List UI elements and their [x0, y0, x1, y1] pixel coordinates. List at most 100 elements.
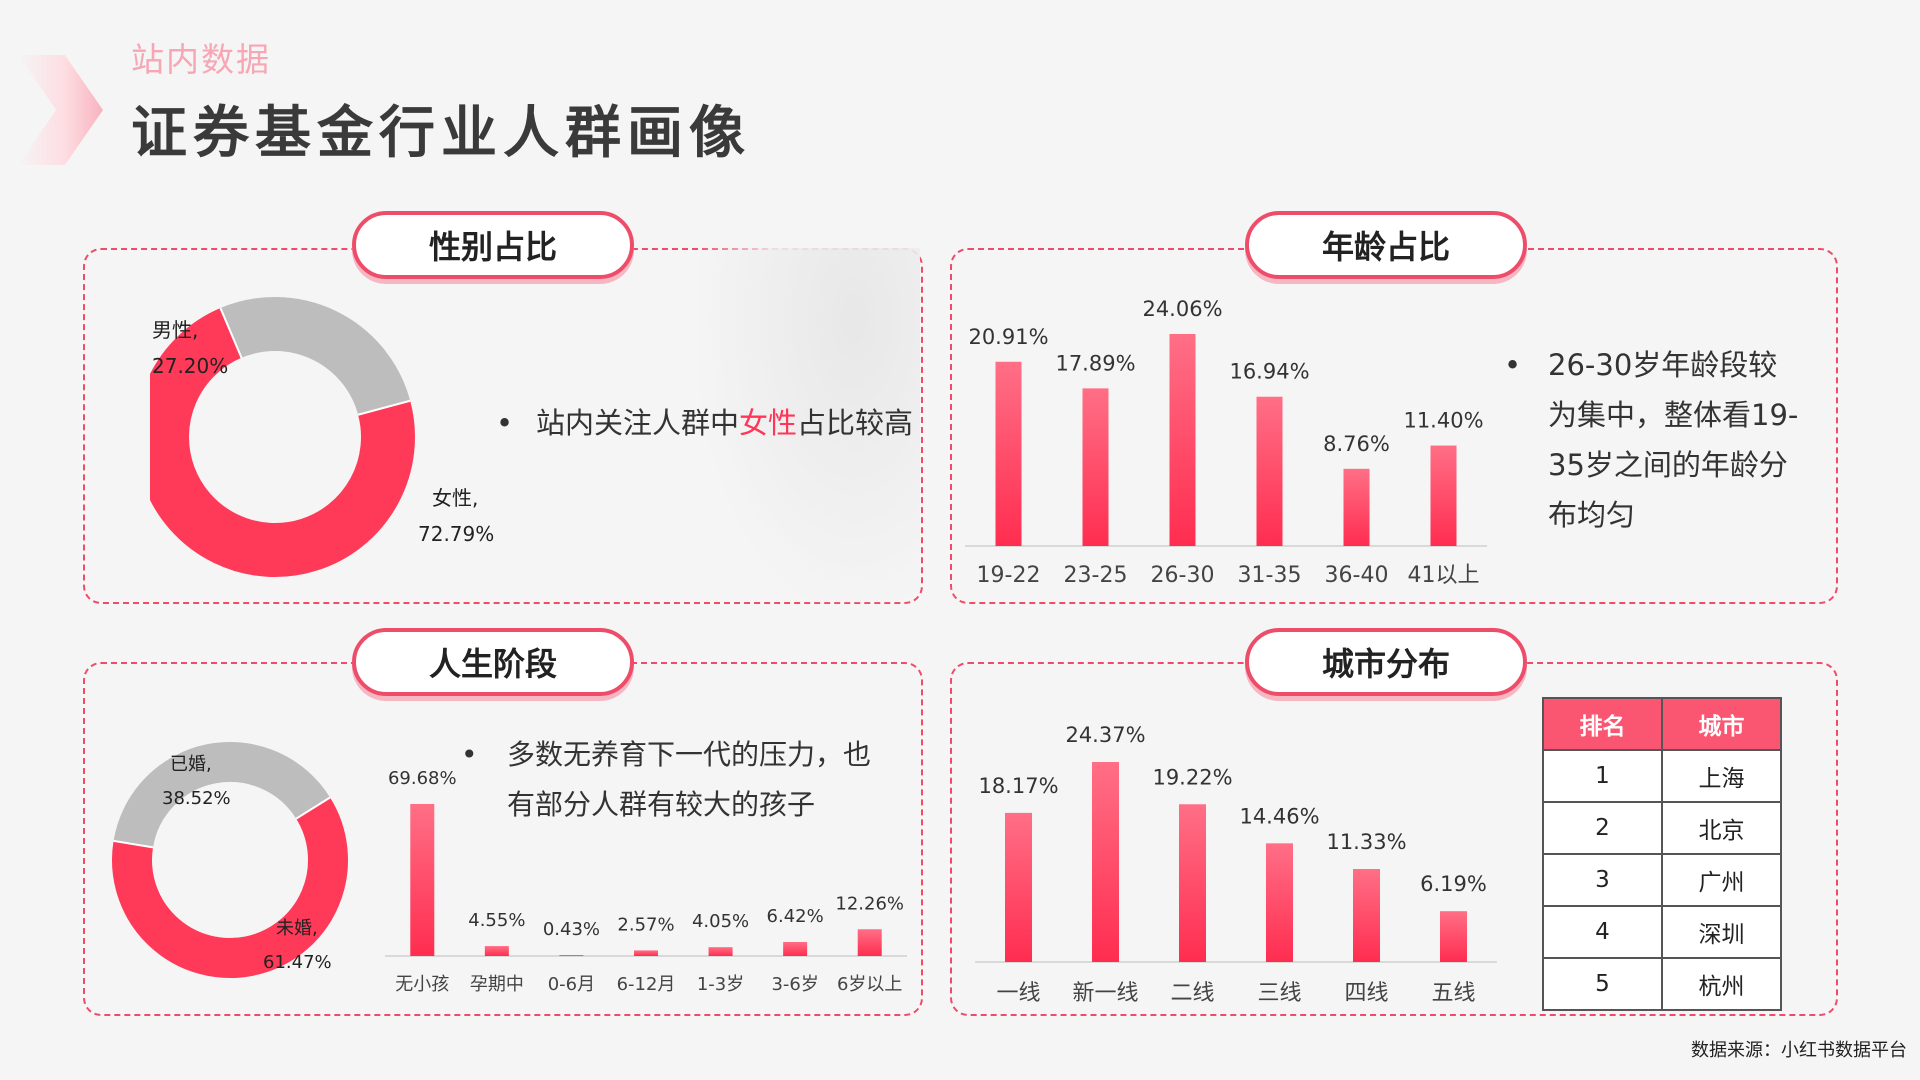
gender-slice-0 — [150, 308, 415, 577]
bullet-dot: • — [496, 406, 514, 440]
children-bar — [857, 929, 882, 956]
city-cell: 北京 — [1661, 801, 1782, 855]
children-value-label: 69.68% — [388, 768, 457, 789]
marital-slice-1 — [113, 742, 331, 848]
rank-cell: 5 — [1542, 957, 1663, 1011]
age-value-label: 8.76% — [1323, 432, 1390, 456]
age-bar — [1082, 388, 1109, 546]
age-bar — [1256, 396, 1283, 546]
marital-slice-separator — [113, 839, 154, 849]
table-row: 1 上海 — [1542, 749, 1782, 803]
children-value-label: 4.55% — [468, 910, 525, 931]
age-bar — [1430, 445, 1457, 546]
children-value-label: 0.43% — [543, 919, 600, 940]
gender-slice-1 — [220, 297, 411, 416]
gender-bullet: • 站内关注人群中女性占比较高 — [496, 398, 913, 448]
children-value-label: 4.05% — [692, 911, 749, 932]
city-value-label: 6.19% — [1420, 872, 1487, 896]
city-bar — [1440, 911, 1467, 962]
unmarried-category: 未婚 — [276, 918, 312, 939]
age-bar — [995, 361, 1022, 546]
table-header-rank: 排名 — [1542, 697, 1663, 751]
age-value-label: 11.40% — [1403, 409, 1483, 433]
table-header-row: 排名 城市 — [1542, 697, 1782, 751]
life-stage-panel-title: 人生阶段 — [352, 628, 634, 696]
city-bar — [1005, 812, 1032, 962]
city-value-label: 24.37% — [1065, 723, 1145, 747]
data-source-note: 数据来源：小红书数据平台 — [1691, 1040, 1907, 1061]
unmarried-value: 61.47% — [263, 952, 332, 973]
table-row: 4 深圳 — [1542, 905, 1782, 959]
city-cell: 深圳 — [1661, 905, 1782, 959]
chevron-decoration — [18, 55, 103, 165]
children-value-label: 2.57% — [617, 914, 674, 935]
city-category-label: 四线 — [1344, 981, 1388, 1006]
age-bar — [1169, 334, 1196, 546]
city-panel-title: 城市分布 — [1245, 628, 1527, 696]
age-bar-chart: 20.91% 19-22 17.89% 23-25 24.06% 26-30 16.94% 3… — [965, 297, 1487, 588]
children-bar — [559, 955, 584, 956]
bullet-dot: • — [461, 738, 478, 771]
children-category-label: 无小孩 — [395, 974, 449, 995]
city-category-label: 三线 — [1257, 981, 1301, 1006]
city-cell: 广州 — [1661, 853, 1782, 907]
city-value-label: 18.17% — [978, 774, 1058, 798]
city-bar — [1092, 762, 1119, 962]
children-category-label: 孕期中 — [470, 974, 524, 995]
age-bullet: • 26-30岁年龄段较 为集中，整体看19- 35岁之间的年龄分 布均匀 — [1504, 340, 1798, 540]
children-category-label: 3-6岁 — [771, 974, 818, 995]
age-category-label: 31-35 — [1238, 563, 1302, 588]
bullet-dot: • — [1504, 348, 1522, 382]
married-value: 38.52% — [162, 788, 231, 809]
age-category-label: 41以上 — [1408, 563, 1480, 588]
marital-slice-0 — [112, 797, 348, 978]
city-category-label: 二线 — [1170, 981, 1214, 1006]
city-cell: 杭州 — [1661, 957, 1782, 1011]
age-panel-title: 年龄占比 — [1245, 211, 1527, 279]
gender-slice-separator — [357, 399, 411, 416]
children-category-label: 1-3岁 — [697, 974, 744, 995]
table-row: 2 北京 — [1542, 801, 1782, 855]
gender-panel-title: 性别占比 — [352, 211, 634, 279]
gender-female-category: 女性 — [432, 486, 472, 510]
table-row: 3 广州 — [1542, 853, 1782, 907]
children-value-label: 6.42% — [767, 906, 824, 927]
gender-male-category: 男性 — [152, 318, 192, 342]
rank-cell: 2 — [1542, 801, 1663, 855]
city-value-label: 19.22% — [1152, 765, 1232, 789]
city-category-label: 新一线 — [1072, 981, 1138, 1006]
unmarried-label: 未婚, 61.47% — [263, 912, 332, 980]
city-cell: 上海 — [1661, 749, 1782, 803]
age-bar — [1343, 468, 1370, 546]
page-title: 证券基金行业人群画像 — [131, 101, 751, 166]
life-stage-bullet: • 多数无养育下一代的压力，也 有部分人群有较大的孩子 — [461, 730, 871, 830]
rank-cell: 1 — [1542, 749, 1663, 803]
woman-silhouette-image — [700, 248, 920, 603]
city-bar — [1353, 869, 1380, 962]
marital-donut-chart — [112, 742, 348, 978]
children-category-label: 0-6月 — [548, 974, 595, 995]
table-row: 5 杭州 — [1542, 957, 1782, 1011]
city-bar-chart: 18.17% 一线 24.37% 新一线 19.22% 二线 14.46% 三线 11.33% 四… — [975, 723, 1497, 1006]
city-category-label: 一线 — [996, 981, 1040, 1006]
city-category-label: 五线 — [1431, 981, 1475, 1006]
table-header-city: 城市 — [1661, 697, 1782, 751]
age-category-label: 26-30 — [1151, 563, 1215, 588]
rank-cell: 3 — [1542, 853, 1663, 907]
gender-male-value: 27.20% — [152, 354, 229, 378]
children-category-label: 6-12月 — [617, 974, 676, 995]
children-bar — [484, 946, 509, 956]
rank-cell: 4 — [1542, 905, 1663, 959]
gender-female-value: 72.79% — [418, 522, 495, 546]
age-category-label: 23-25 — [1064, 563, 1128, 588]
city-bar — [1266, 843, 1293, 962]
children-bar — [783, 941, 808, 956]
children-bar — [708, 947, 733, 956]
children-value-label: 12.26% — [835, 893, 904, 914]
age-value-label: 17.89% — [1055, 351, 1135, 375]
married-label: 已婚, 38.52% — [162, 748, 231, 816]
city-value-label: 14.46% — [1239, 804, 1319, 828]
age-category-label: 36-40 — [1325, 563, 1389, 588]
gender-donut-chart — [150, 297, 415, 577]
age-value-label: 20.91% — [968, 325, 1048, 349]
